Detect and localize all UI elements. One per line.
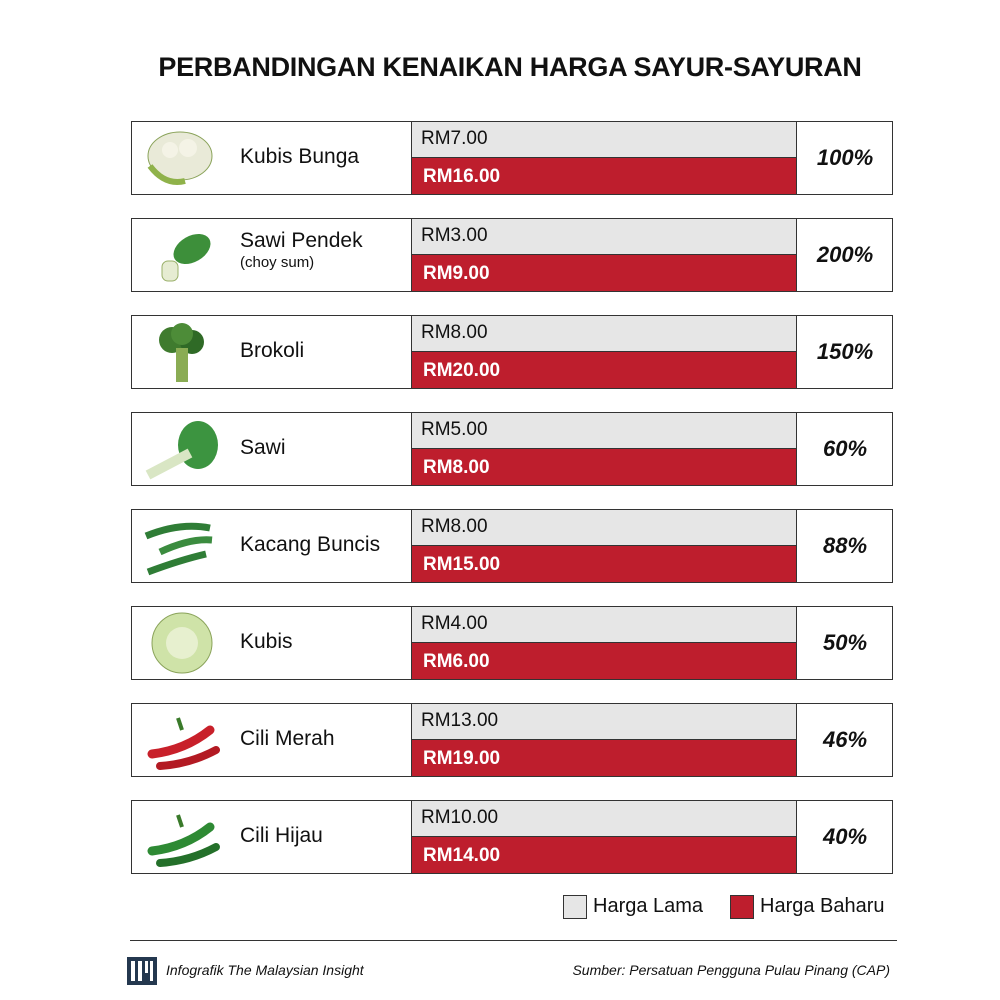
row: Sawi Pendek (choy sum) RM3.00 RM9.00 200% <box>131 218 893 292</box>
vegetable-icon <box>147 131 213 185</box>
vegetable-note: (choy sum) <box>240 254 315 271</box>
vegetable-icon <box>144 522 213 576</box>
legend-swatch-new <box>730 895 754 919</box>
old-price: RM10.00 <box>411 801 797 837</box>
increase: 200% <box>816 242 874 267</box>
old-price: RM8.00 <box>411 510 797 546</box>
vegetable-name: Kubis <box>240 630 293 653</box>
vegetable-icon <box>151 612 213 674</box>
vegetable-name: Sawi Pendek <box>240 229 363 252</box>
row: Cili Merah RM13.00 RM19.00 46% <box>131 703 893 777</box>
old-price: RM3.00 <box>411 219 797 255</box>
row: Brokoli RM8.00 RM20.00 150% <box>131 315 893 389</box>
vegetable-name: Cili Hijau <box>240 824 323 847</box>
new-price: RM6.00 <box>411 643 797 679</box>
legend-new: Harga Baharu <box>760 895 885 917</box>
vegetable-name: Kacang Buncis <box>240 533 381 556</box>
row: Cili Hijau RM10.00 RM14.00 40% <box>131 800 893 874</box>
increase: 88% <box>822 533 868 558</box>
old-price: RM13.00 <box>411 704 797 740</box>
vegetable-icon <box>161 233 211 282</box>
logo <box>127 957 157 985</box>
increase: 60% <box>822 436 868 461</box>
old-price: RM7.00 <box>411 122 797 158</box>
legend-swatch-old <box>563 895 587 919</box>
vegetable-icon <box>147 814 220 867</box>
old-price: RM4.00 <box>411 607 797 643</box>
increase: 40% <box>822 824 868 849</box>
vegetable-icon <box>145 421 218 480</box>
new-price: RM8.00 <box>411 449 797 485</box>
vegetable-icon <box>159 323 204 382</box>
source: Sumber: Persatuan Pengguna Pulau Pinang … <box>572 962 890 978</box>
vegetable-name: Brokoli <box>240 339 305 362</box>
vegetable-name: Cili Merah <box>240 727 335 750</box>
old-price: RM5.00 <box>411 413 797 449</box>
new-price: RM14.00 <box>411 837 797 873</box>
row: Kacang Buncis RM8.00 RM15.00 88% <box>131 509 893 583</box>
divider <box>130 940 897 941</box>
increase: 46% <box>822 727 868 752</box>
vegetable-name: Kubis Bunga <box>240 145 360 168</box>
old-price: RM8.00 <box>411 316 797 352</box>
credit: Infografik The Malaysian Insight <box>166 962 364 978</box>
vegetable-name: Sawi <box>240 436 286 459</box>
row: Kubis RM4.00 RM6.00 50% <box>131 606 893 680</box>
new-price: RM15.00 <box>411 546 797 582</box>
legend-old: Harga Lama <box>593 895 704 917</box>
increase: 150% <box>816 339 874 364</box>
row: Kubis Bunga RM7.00 RM16.00 100% <box>131 121 893 195</box>
title: PERBANDINGAN KENAIKAN HARGA SAYUR-SAYURA… <box>158 52 862 82</box>
vegetable-icon <box>147 717 220 770</box>
new-price: RM9.00 <box>411 255 797 291</box>
new-price: RM19.00 <box>411 740 797 776</box>
increase: 50% <box>822 630 868 655</box>
row: Sawi RM5.00 RM8.00 60% <box>131 412 893 486</box>
new-price: RM20.00 <box>411 352 797 388</box>
increase: 100% <box>816 145 874 170</box>
new-price: RM16.00 <box>411 158 797 194</box>
